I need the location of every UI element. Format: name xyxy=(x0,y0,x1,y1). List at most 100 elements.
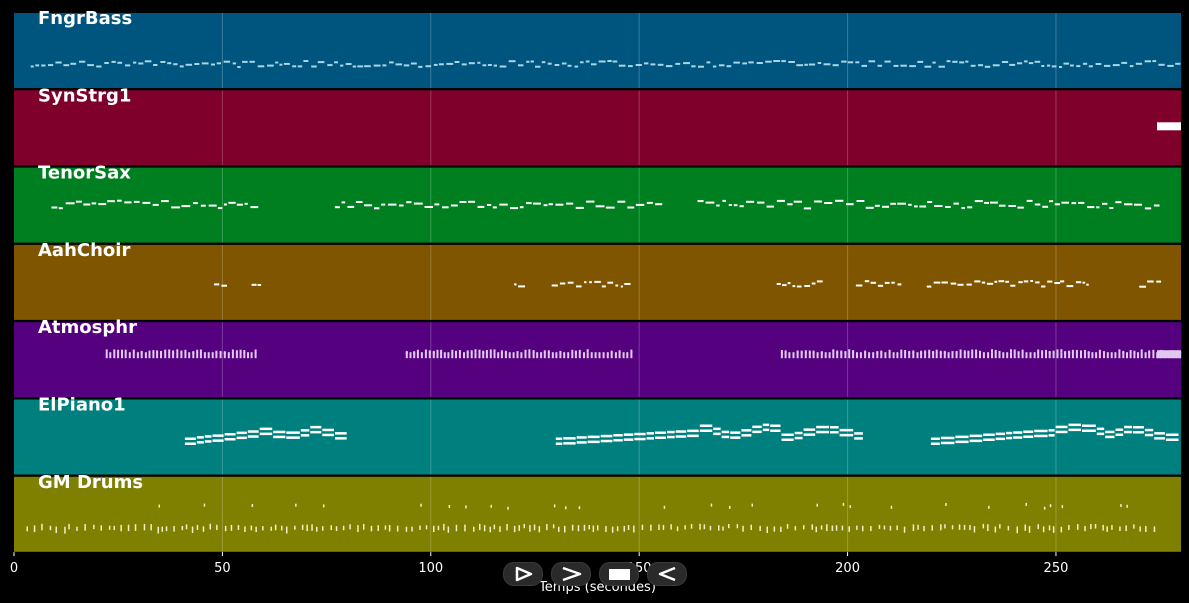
note xyxy=(591,63,597,66)
note xyxy=(237,525,240,530)
note xyxy=(598,60,606,63)
note xyxy=(455,352,457,359)
note xyxy=(196,524,199,530)
note xyxy=(633,525,635,533)
note xyxy=(140,352,143,359)
note xyxy=(988,505,990,509)
note xyxy=(1041,352,1044,359)
note xyxy=(363,523,365,530)
note xyxy=(547,352,550,359)
note xyxy=(1017,62,1023,65)
note-group xyxy=(184,423,1179,445)
note xyxy=(577,525,580,532)
note xyxy=(474,352,477,359)
note xyxy=(164,352,167,359)
note xyxy=(334,61,338,64)
note xyxy=(310,425,322,429)
note xyxy=(438,63,444,66)
note xyxy=(1068,350,1071,354)
note xyxy=(224,525,227,532)
note xyxy=(967,350,970,354)
track-label: ElPiano1 xyxy=(38,395,126,416)
note xyxy=(598,352,601,359)
note xyxy=(555,437,563,440)
note xyxy=(1017,351,1020,355)
note xyxy=(504,350,507,354)
note xyxy=(532,352,535,359)
note xyxy=(1060,526,1063,533)
x-tick-label: 200 xyxy=(835,561,860,576)
note xyxy=(600,439,613,443)
note xyxy=(1140,352,1143,359)
note xyxy=(418,65,423,68)
note xyxy=(433,525,435,533)
note xyxy=(1129,352,1132,359)
note xyxy=(571,352,574,359)
note xyxy=(932,351,935,354)
note xyxy=(1098,349,1101,353)
note xyxy=(750,524,752,531)
note xyxy=(247,435,259,438)
note xyxy=(757,201,765,204)
note xyxy=(520,352,523,359)
note xyxy=(540,352,543,359)
note xyxy=(780,526,782,532)
play-button[interactable] xyxy=(551,562,591,586)
note xyxy=(683,62,691,65)
note xyxy=(172,350,175,354)
note xyxy=(721,435,730,439)
note xyxy=(635,203,645,206)
note xyxy=(687,434,699,438)
note xyxy=(464,524,466,532)
note xyxy=(530,60,534,63)
note xyxy=(1144,433,1154,437)
note xyxy=(1112,64,1120,67)
note xyxy=(635,64,642,66)
note xyxy=(587,440,600,444)
note xyxy=(165,526,168,532)
note xyxy=(1037,352,1040,359)
note xyxy=(416,349,419,353)
note xyxy=(219,351,222,354)
note xyxy=(773,60,780,62)
note xyxy=(1048,525,1051,531)
note xyxy=(994,526,997,533)
note xyxy=(563,442,576,445)
note xyxy=(1140,349,1143,353)
note xyxy=(820,352,823,359)
note xyxy=(124,349,127,353)
note xyxy=(1068,428,1081,432)
note xyxy=(952,60,958,63)
note xyxy=(541,61,546,64)
note xyxy=(499,203,508,206)
stop-button[interactable] xyxy=(599,562,639,586)
note xyxy=(840,350,843,354)
note xyxy=(1115,433,1124,436)
play-from-start-button[interactable] xyxy=(503,562,543,586)
note xyxy=(172,352,175,359)
note xyxy=(848,352,851,359)
note xyxy=(856,200,865,202)
note xyxy=(923,525,925,532)
note xyxy=(1091,352,1094,359)
note xyxy=(920,350,923,354)
note xyxy=(812,350,815,354)
note xyxy=(844,351,847,355)
note xyxy=(933,281,941,284)
note xyxy=(849,505,851,509)
note xyxy=(914,205,918,208)
note xyxy=(41,523,43,531)
note xyxy=(782,284,787,287)
note xyxy=(1095,352,1098,359)
track-lane: FngrBass xyxy=(14,8,1181,88)
note xyxy=(601,285,606,288)
rewind-button[interactable] xyxy=(647,562,687,586)
note xyxy=(227,352,230,359)
note xyxy=(733,61,740,64)
note xyxy=(1088,65,1093,68)
note xyxy=(450,204,458,207)
note xyxy=(455,524,458,532)
note xyxy=(419,525,421,530)
note xyxy=(786,523,789,529)
note xyxy=(974,200,983,203)
